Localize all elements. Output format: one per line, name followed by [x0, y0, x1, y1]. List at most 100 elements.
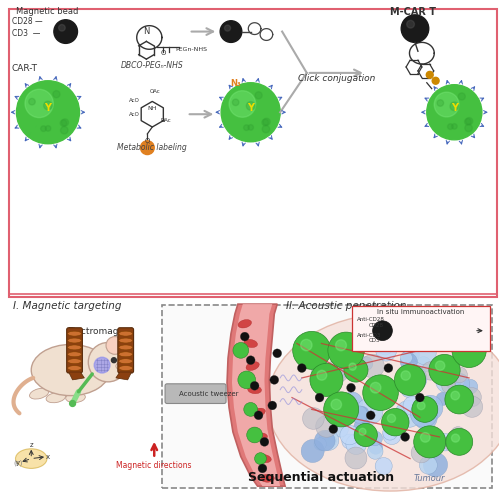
Circle shape: [362, 375, 398, 410]
Ellipse shape: [31, 344, 110, 396]
Circle shape: [356, 398, 383, 424]
Circle shape: [450, 102, 458, 110]
Ellipse shape: [68, 345, 82, 350]
Ellipse shape: [254, 433, 268, 441]
Circle shape: [140, 141, 154, 154]
Ellipse shape: [68, 366, 82, 370]
Circle shape: [436, 361, 445, 370]
Circle shape: [310, 364, 343, 396]
Text: CD28 —: CD28 —: [12, 16, 42, 26]
Ellipse shape: [116, 362, 128, 370]
Circle shape: [28, 98, 35, 105]
Text: I. Magnetic targeting: I. Magnetic targeting: [14, 301, 122, 311]
Circle shape: [406, 20, 414, 28]
Text: O: O: [144, 138, 150, 144]
Circle shape: [312, 360, 330, 378]
Circle shape: [53, 90, 60, 98]
Circle shape: [345, 447, 367, 469]
Circle shape: [386, 410, 400, 425]
Text: Magnetic bead: Magnetic bead: [16, 7, 79, 16]
Circle shape: [298, 364, 306, 372]
Circle shape: [375, 458, 392, 474]
Ellipse shape: [119, 358, 132, 364]
Ellipse shape: [68, 358, 82, 364]
Circle shape: [40, 126, 46, 132]
Circle shape: [260, 438, 269, 446]
Circle shape: [273, 349, 281, 358]
Circle shape: [354, 418, 371, 436]
Circle shape: [403, 346, 419, 363]
Circle shape: [410, 400, 438, 427]
Circle shape: [400, 352, 412, 364]
Circle shape: [434, 92, 459, 117]
Circle shape: [452, 333, 486, 368]
Circle shape: [465, 124, 472, 132]
Circle shape: [244, 402, 258, 416]
Circle shape: [394, 364, 426, 396]
Ellipse shape: [119, 345, 132, 350]
Circle shape: [254, 411, 263, 420]
Circle shape: [452, 367, 468, 383]
Circle shape: [464, 118, 471, 125]
Circle shape: [324, 392, 358, 427]
Circle shape: [452, 124, 457, 129]
Circle shape: [246, 102, 255, 110]
Circle shape: [238, 371, 256, 388]
Circle shape: [346, 384, 356, 392]
Circle shape: [413, 341, 436, 364]
Circle shape: [446, 428, 472, 456]
Circle shape: [346, 434, 366, 454]
Circle shape: [466, 118, 473, 125]
Ellipse shape: [30, 388, 48, 399]
Circle shape: [451, 426, 465, 441]
Text: Anti-CD3: Anti-CD3: [357, 332, 382, 338]
Circle shape: [372, 321, 392, 340]
Ellipse shape: [248, 386, 262, 394]
Text: y: y: [16, 460, 20, 466]
FancyBboxPatch shape: [118, 328, 134, 373]
Circle shape: [411, 442, 432, 463]
Ellipse shape: [68, 352, 82, 357]
Circle shape: [94, 357, 110, 373]
Ellipse shape: [66, 392, 86, 402]
Circle shape: [412, 396, 438, 422]
Circle shape: [106, 336, 124, 354]
Circle shape: [400, 432, 409, 442]
Text: x: x: [46, 454, 50, 460]
Circle shape: [300, 340, 312, 350]
Circle shape: [60, 120, 67, 126]
Circle shape: [414, 426, 446, 458]
Text: CAR-T: CAR-T: [12, 64, 38, 73]
Circle shape: [62, 119, 68, 126]
Circle shape: [250, 382, 259, 390]
Text: Tumour: Tumour: [414, 474, 446, 483]
Circle shape: [331, 399, 342, 409]
Circle shape: [328, 332, 364, 368]
Circle shape: [233, 342, 248, 358]
Circle shape: [400, 353, 417, 370]
Circle shape: [452, 434, 460, 442]
Circle shape: [350, 406, 368, 423]
FancyBboxPatch shape: [165, 384, 226, 404]
Circle shape: [354, 424, 378, 446]
Circle shape: [54, 20, 78, 44]
Text: Sequential actuation: Sequential actuation: [248, 471, 394, 484]
Circle shape: [359, 356, 373, 370]
Text: Acoustic tweezer: Acoustic tweezer: [179, 390, 238, 396]
Circle shape: [369, 440, 382, 454]
Circle shape: [370, 382, 381, 393]
Ellipse shape: [238, 320, 252, 328]
FancyBboxPatch shape: [66, 328, 82, 373]
Text: AcO: AcO: [129, 112, 140, 117]
Circle shape: [459, 340, 469, 350]
Ellipse shape: [244, 340, 258, 347]
Circle shape: [395, 400, 422, 427]
Circle shape: [344, 358, 368, 382]
Text: N: N: [143, 27, 150, 36]
Text: NH: NH: [148, 106, 157, 112]
Circle shape: [384, 364, 393, 372]
Circle shape: [463, 380, 477, 394]
Circle shape: [401, 371, 410, 380]
Circle shape: [376, 340, 396, 361]
Circle shape: [378, 342, 392, 355]
